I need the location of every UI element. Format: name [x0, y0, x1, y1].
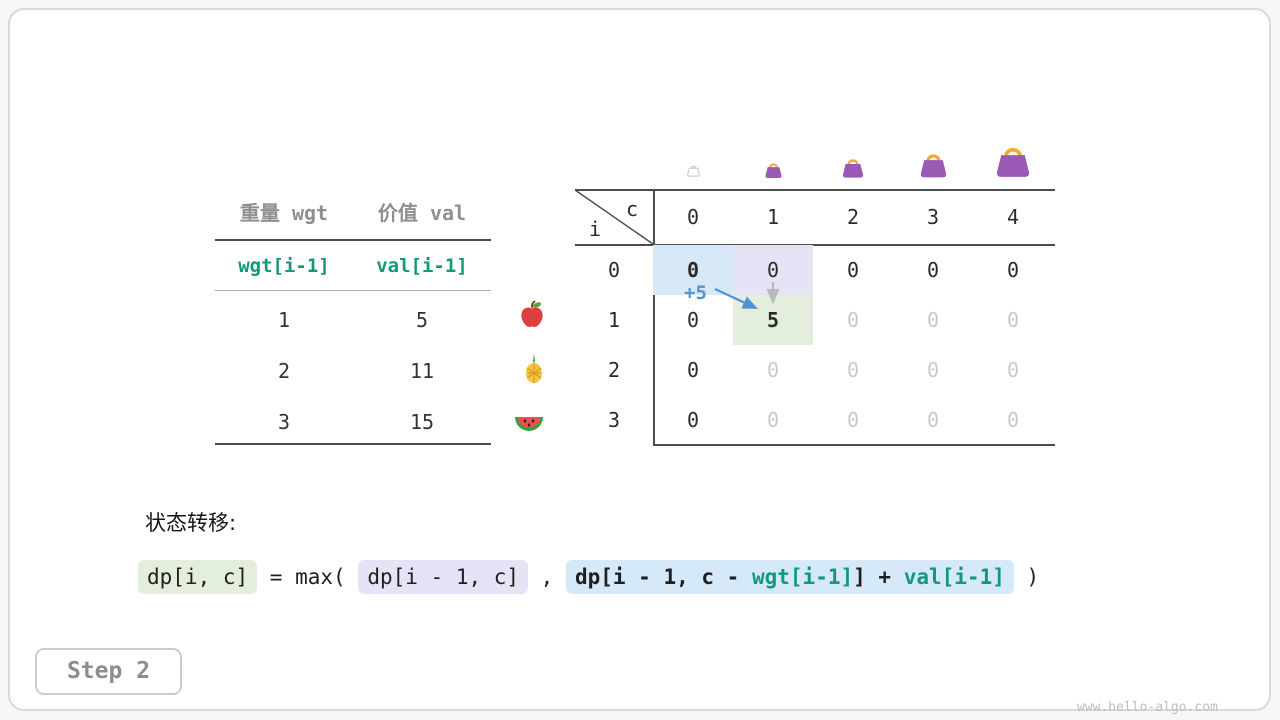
dp-corner-row-label: i: [588, 217, 602, 241]
items-header-rule: [215, 239, 491, 241]
items-table-header: 重量 wgt 价值 val: [215, 197, 491, 226]
formula-segment: dp[i - 1, c -: [574, 565, 752, 589]
bag-icon-medium: [842, 159, 864, 178]
dp-cell: 0: [846, 258, 860, 282]
dp-row: 2 0 0 0 0 0: [575, 345, 1053, 395]
empty-bag-icon: [687, 165, 700, 177]
formula-term-blue: dp[i - 1, c - wgt[i-1]] + val[i-1]: [565, 560, 1014, 594]
transition-formula: dp[i, c] = max( dp[i - 1, c] , dp[i - 1,…: [138, 560, 1039, 594]
formula-term-lavender: dp[i - 1, c]: [358, 560, 529, 594]
dp-cell: 0: [1006, 408, 1020, 432]
dp-header-rule: [575, 244, 1055, 246]
dp-cell: 0: [926, 358, 940, 382]
items-row: 3 15: [215, 396, 491, 447]
step-badge: Step 2: [35, 648, 182, 695]
wgt-formula-label: wgt[i-1]: [238, 255, 330, 277]
dp-corner-col-label: c: [625, 197, 639, 221]
items-formula-row: wgt[i-1] val[i-1]: [215, 255, 491, 277]
items-formula-rule: [215, 290, 491, 291]
dp-col-header: 4: [1006, 205, 1020, 229]
dp-cell: 0: [926, 258, 940, 282]
dp-vertical-rule: [653, 190, 655, 444]
dp-cell: 0: [1006, 358, 1020, 382]
dp-cell: 0: [653, 245, 733, 295]
apple-icon: [521, 300, 543, 327]
dp-bottom-rule: [653, 444, 1055, 446]
dp-cell: 0: [926, 308, 940, 332]
watermelon-icon: [515, 417, 543, 431]
inherit-arrow-icon: [766, 282, 780, 305]
dp-cell: 0: [766, 358, 780, 382]
transition-arrow-icon: [714, 288, 758, 309]
item-weight: 2: [277, 358, 291, 383]
dp-cell: 0: [686, 358, 700, 382]
dp-col-header: 1: [766, 205, 780, 229]
plus-five-annotation: +5: [684, 282, 707, 304]
dp-cell: 0: [1006, 308, 1020, 332]
bag-icon-small: [765, 163, 782, 178]
item-value: 5: [415, 307, 429, 332]
pineapple-icon: [526, 353, 542, 383]
items-bottom-rule: [215, 443, 491, 445]
dp-row-header: 1: [607, 308, 621, 332]
value-column-header: 价值 val: [377, 201, 467, 225]
dp-top-rule: [575, 189, 1055, 191]
item-value: 11: [409, 358, 435, 383]
dp-cell: 0: [1006, 258, 1020, 282]
formula-text: ): [1013, 565, 1040, 589]
dp-cell: 0: [926, 408, 940, 432]
bag-icon-xlarge: [996, 147, 1030, 177]
dp-row-header: 2: [607, 358, 621, 382]
dp-row: 3 0 0 0 0 0: [575, 395, 1053, 445]
bag-icon-large: [920, 154, 947, 178]
dp-cell: 0: [846, 408, 860, 432]
formula-term-green: dp[i, c]: [138, 560, 258, 594]
formula-segment: ] +: [853, 565, 904, 589]
dp-cell: 0: [846, 308, 860, 332]
item-value: 15: [409, 409, 435, 434]
dp-row-header: 3: [607, 408, 621, 432]
weight-column-header: 重量 wgt: [239, 201, 329, 225]
dp-corner-diagonal: [575, 190, 653, 244]
dp-cell: 0: [766, 408, 780, 432]
dp-row-header: 0: [607, 258, 621, 282]
formula-segment: val[i-1]: [903, 565, 1005, 589]
dp-cell: 0: [686, 308, 700, 332]
formula-text: = max(: [257, 565, 359, 589]
formula-segment: wgt[i-1]: [751, 565, 854, 589]
val-formula-label: val[i-1]: [376, 255, 468, 277]
item-weight: 1: [277, 307, 291, 332]
dp-col-headers: 0 1 2 3 4: [653, 190, 1053, 244]
dp-col-header: 2: [846, 205, 860, 229]
dp-cell: 0: [686, 408, 700, 432]
item-weight: 3: [277, 409, 291, 434]
watermark: www.hello-algo.com: [1077, 700, 1218, 715]
dp-col-header: 0: [686, 205, 700, 229]
items-row: 2 11: [215, 345, 491, 396]
transition-label: 状态转移:: [145, 511, 237, 535]
formula-text: ,: [528, 565, 566, 589]
dp-col-header: 3: [926, 205, 940, 229]
dp-cell: 0: [846, 358, 860, 382]
items-rows: 1 5 2 11 3 15: [215, 294, 491, 447]
